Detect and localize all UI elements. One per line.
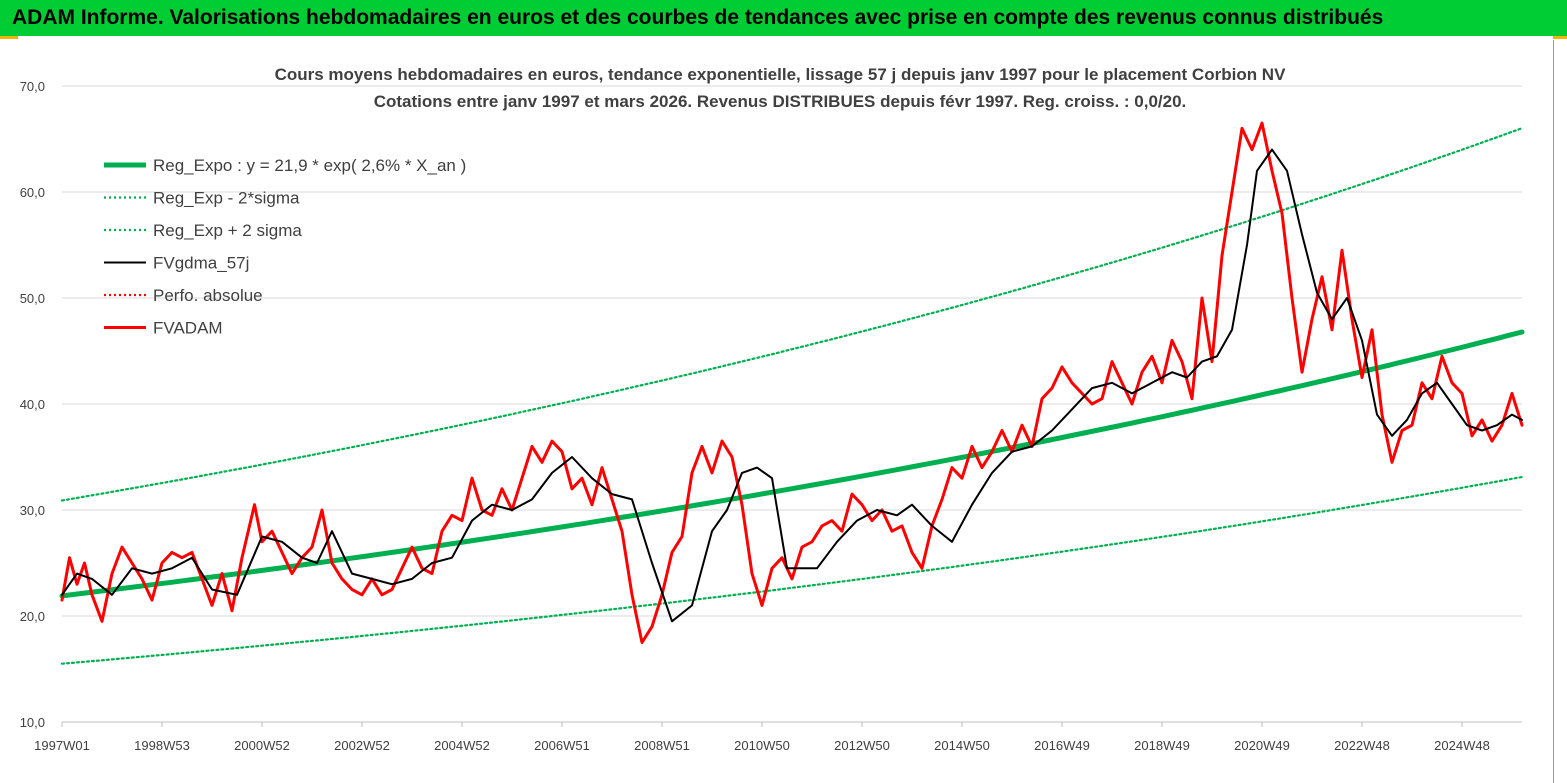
y-tick-label: 10,0	[20, 715, 45, 730]
legend-label: FVADAM	[153, 319, 223, 338]
series-reg-exp-2-sigma	[60, 475, 1524, 665]
legend-label: FVgdma_57j	[153, 254, 249, 273]
y-tick-label: 30,0	[20, 503, 45, 518]
x-tick-label: 2020W49	[1234, 738, 1290, 753]
legend: Reg_Expo : y = 21,9 * exp( 2,6% * X_an )…	[104, 156, 466, 338]
chart-subtitle: Cotations entre janv 1997 et mars 2026. …	[374, 92, 1187, 111]
series-reg-exp-2-sigma	[60, 127, 1524, 502]
series-fvgdma-57j	[61, 148, 1523, 623]
gridlines	[62, 85, 1522, 617]
series-layer	[59, 121, 1525, 665]
chart-area: 10,0 20,0 30,0 40,0 50,0 60,0 70,0 1997W01 1998W…	[20, 65, 1525, 753]
x-tick-label: 2016W49	[1034, 738, 1090, 753]
x-tick-label: 1997W01	[34, 738, 90, 753]
legend-label: Reg_Exp + 2 sigma	[153, 221, 302, 240]
x-tick-label: 2022W48	[1334, 738, 1390, 753]
x-tick-label: 2012W50	[834, 738, 890, 753]
banner-accent-right	[1553, 36, 1567, 39]
y-tick-label: 20,0	[20, 609, 45, 624]
legend-label: Perfo. absolue	[153, 286, 263, 305]
y-tick-label: 70,0	[20, 79, 45, 94]
series-reg-expo-y-21-9-exp-2-6-x-an	[59, 329, 1525, 599]
x-tick-label: 2024W48	[1434, 738, 1490, 753]
x-tick-label: 1998W53	[134, 738, 190, 753]
x-tick-label: 2018W49	[1134, 738, 1190, 753]
y-tick-label: 50,0	[20, 291, 45, 306]
chart-title: Cours moyens hebdomadaires en euros, ten…	[275, 65, 1287, 84]
y-tick-label: 40,0	[20, 397, 45, 412]
x-tick-label: 2008W51	[634, 738, 690, 753]
axes	[61, 721, 1522, 727]
legend-label: Reg_Exp - 2*sigma	[153, 189, 300, 208]
x-tick-label: 2002W52	[334, 738, 390, 753]
x-tick-label: 2006W51	[534, 738, 590, 753]
banner-accent-left	[0, 36, 18, 39]
report-title: ADAM Informe. Valorisations hebdomadaire…	[0, 0, 1567, 36]
legend-label: Reg_Expo : y = 21,9 * exp( 2,6% * X_an )	[153, 156, 466, 175]
x-tick-label: 2014W50	[934, 738, 990, 753]
frame-divider	[1553, 40, 1554, 783]
x-tick-label: 2000W52	[234, 738, 290, 753]
x-tick-label: 2004W52	[434, 738, 490, 753]
tick-labels: 10,0 20,0 30,0 40,0 50,0 60,0 70,0 1997W01 1998W…	[20, 79, 1490, 753]
x-tick-label: 2010W50	[734, 738, 790, 753]
y-tick-label: 60,0	[20, 185, 45, 200]
